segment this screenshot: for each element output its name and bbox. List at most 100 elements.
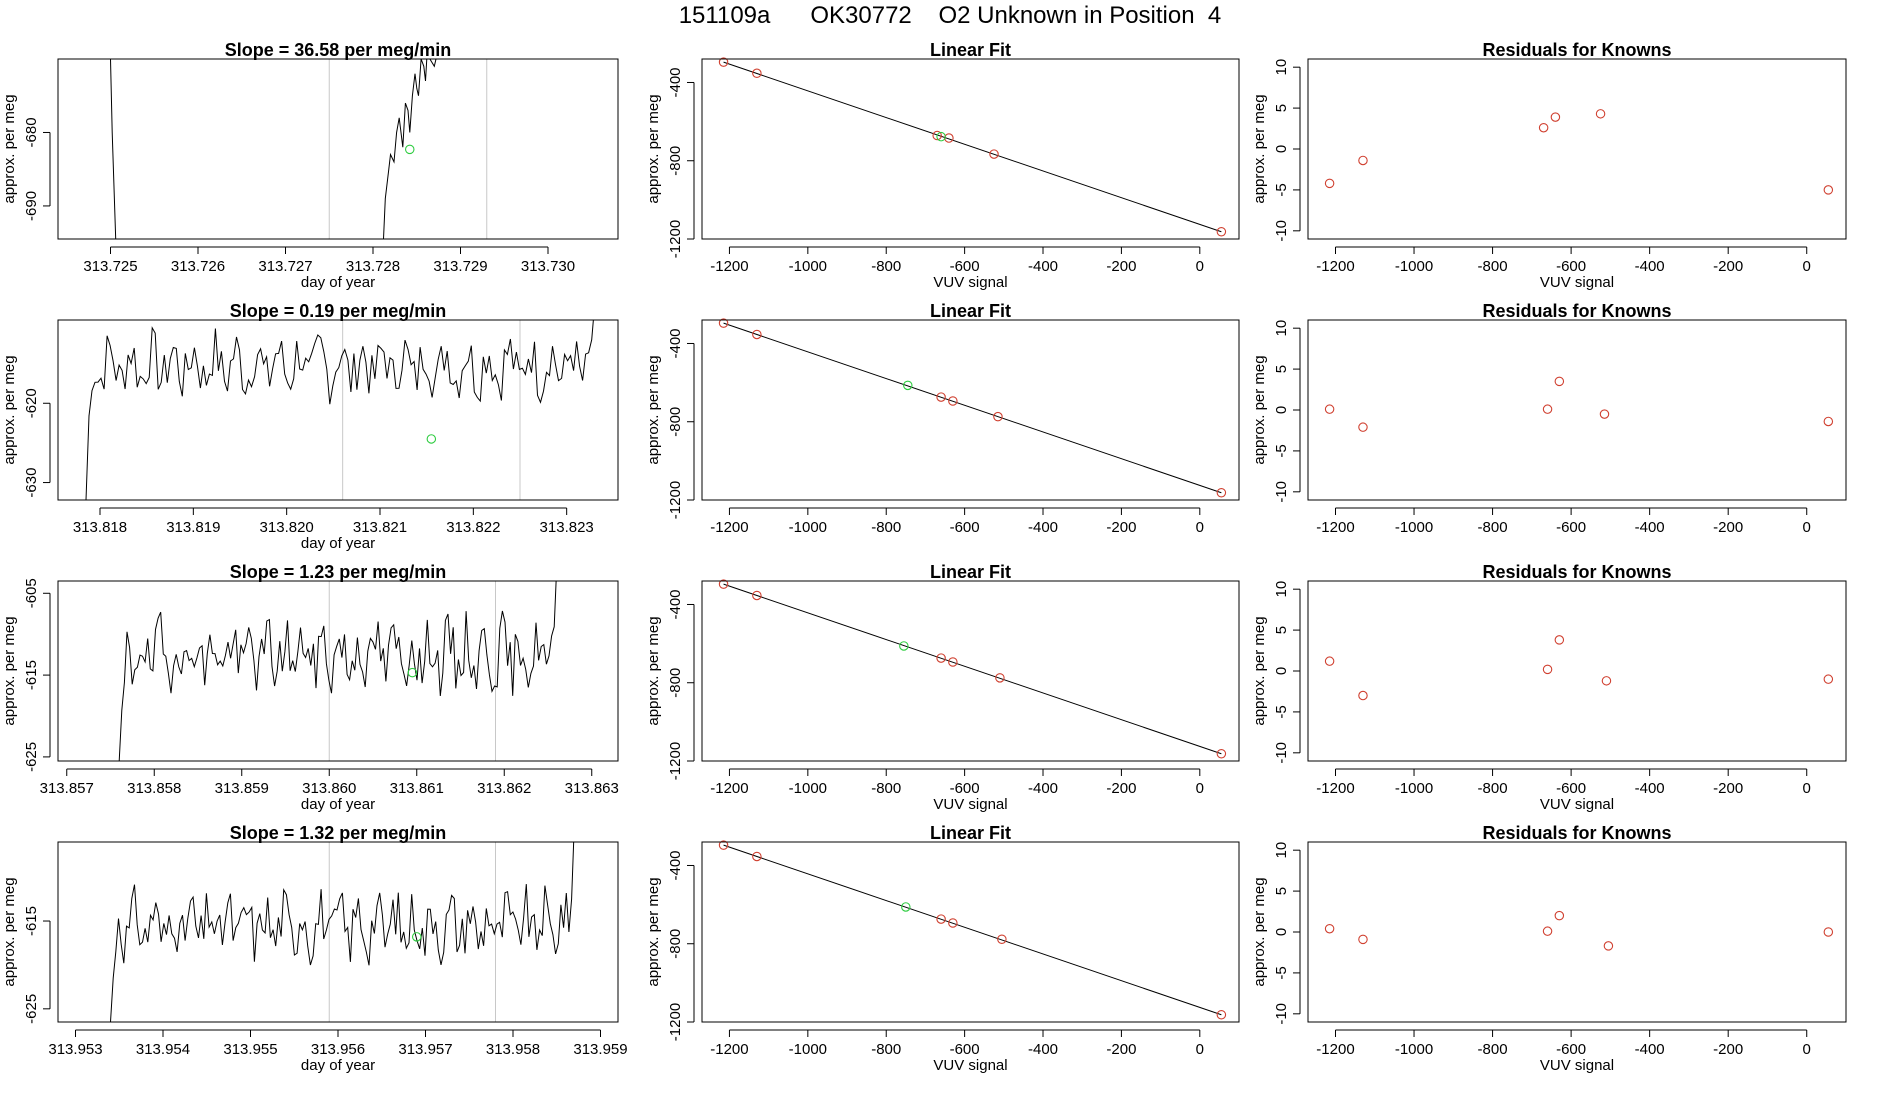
x-tick-label: 313.822: [446, 519, 500, 536]
y-tick-label: -400: [667, 850, 684, 880]
x-tick-label: -1000: [789, 519, 827, 536]
data-point: [1554, 910, 1565, 921]
y-tick-label: -680: [23, 117, 40, 147]
x-tick-label: -800: [871, 258, 901, 275]
panel-1-0: 313.818 313.819 313.820 313.821 313.822 313.8…: [1, 301, 619, 552]
panel-2-1: -1200 -1000 -800 -600 -400 -200 0 VUV signal -12…: [645, 562, 1240, 813]
y-tick-label: -620: [23, 388, 40, 418]
plot-frame: [701, 841, 1240, 1023]
data-point: [718, 318, 729, 328]
x-tick-label: -200: [1106, 519, 1136, 536]
plot-frame: [1307, 841, 1847, 1023]
data-point: [1823, 416, 1834, 427]
x-tick-label: 313.819: [166, 519, 220, 536]
unknown-point: [411, 932, 422, 942]
data-point: [1542, 664, 1553, 675]
data-point: [752, 68, 762, 79]
x-tick-label: 313.863: [565, 780, 619, 797]
plot-frame: [1307, 319, 1847, 501]
panel-0-1: -1200 -1000 -800 -600 -400 -200 0 VUV signal -12…: [645, 40, 1240, 291]
x-tick-label: 0: [1196, 1041, 1204, 1058]
unknown-point: [936, 131, 946, 142]
y-tick-label: -5: [1273, 183, 1290, 196]
y-axis-label: approx. per meg: [1, 877, 18, 986]
x-axis-label: VUV signal: [933, 274, 1007, 291]
data-point: [1595, 109, 1606, 119]
x-tick-label: 313.726: [171, 258, 225, 275]
y-tick-label: 0: [1273, 406, 1290, 414]
x-tick-label: -600: [950, 1041, 980, 1058]
data-point: [995, 673, 1005, 683]
x-tick-label: 313.728: [346, 258, 400, 275]
x-tick-label: -1000: [1395, 258, 1433, 275]
x-tick-label: -800: [871, 780, 901, 797]
y-axis-label: approx. per meg: [1251, 616, 1268, 725]
y-tick-label: -10: [1273, 742, 1290, 764]
panel-title: Slope = 1.23 per meg/min: [230, 562, 447, 582]
y-axis-label: approx. per meg: [645, 94, 662, 203]
data-point: [718, 579, 729, 589]
y-tick-label: -605: [23, 578, 40, 608]
x-tick-label: -400: [1635, 1041, 1665, 1058]
data-point: [752, 329, 762, 340]
data-point: [948, 396, 958, 406]
y-axis-label: approx. per meg: [1, 94, 18, 203]
data-point: [1358, 155, 1368, 166]
data-trace: [110, 59, 117, 239]
data-point: [1554, 376, 1565, 387]
panel-0-0: 313.725 313.726 313.727 313.728 313.729 313.7…: [1, 40, 619, 291]
data-point: [1216, 1010, 1227, 1020]
panel-title: Residuals for Knowns: [1482, 40, 1671, 60]
y-tick-label: -690: [23, 191, 40, 221]
y-tick-label: -630: [23, 468, 40, 498]
x-tick-label: -1000: [789, 780, 827, 797]
x-tick-label: 0: [1803, 519, 1811, 536]
y-tick-label: -800: [667, 668, 684, 698]
y-axis-label: approx. per meg: [1, 355, 18, 464]
x-tick-label: 313.821: [353, 519, 407, 536]
y-axis-label: approx. per meg: [645, 616, 662, 725]
data-point: [1601, 676, 1612, 686]
fit-line: [723, 61, 1222, 233]
y-tick-label: 5: [1273, 887, 1290, 895]
y-tick-label: 10: [1273, 842, 1290, 859]
plot-frame: [701, 319, 1240, 501]
data-point: [989, 149, 999, 159]
plot-frame: [701, 58, 1240, 240]
data-point: [1823, 185, 1834, 195]
x-tick-label: -1200: [710, 258, 748, 275]
plot-frame: [57, 841, 619, 1023]
y-tick-label: 10: [1273, 581, 1290, 598]
y-tick-label: -10: [1273, 481, 1290, 503]
data-point: [1324, 178, 1335, 189]
x-tick-label: 313.818: [73, 519, 127, 536]
x-tick-label: -800: [1478, 780, 1508, 797]
panel-title: Linear Fit: [930, 301, 1011, 321]
unknown-point: [899, 641, 909, 651]
x-tick-label: -1200: [710, 780, 748, 797]
y-tick-label: -1200: [667, 220, 684, 258]
y-axis-label: approx. per meg: [645, 877, 662, 986]
unknown-point: [901, 902, 911, 912]
x-tick-label: 313.858: [127, 780, 181, 797]
x-tick-label: -1000: [1395, 1041, 1433, 1058]
x-tick-label: -200: [1713, 780, 1743, 797]
y-tick-label: -5: [1273, 444, 1290, 457]
x-tick-label: 313.727: [258, 258, 312, 275]
x-tick-label: 0: [1803, 258, 1811, 275]
y-tick-label: 5: [1273, 104, 1290, 112]
x-tick-label: -800: [1478, 519, 1508, 536]
panel-0-2: -1200 -1000 -800 -600 -400 -200 0 VUV signal -10…: [1251, 40, 1847, 291]
data-point: [1542, 404, 1553, 414]
unknown-point: [903, 380, 913, 391]
data-point: [997, 934, 1007, 944]
x-tick-label: 313.725: [83, 258, 137, 275]
y-tick-label: 5: [1273, 365, 1290, 373]
x-axis-label: day of year: [301, 274, 375, 291]
plot-frame: [57, 58, 619, 240]
y-tick-label: -800: [667, 407, 684, 437]
panel-1-1: -1200 -1000 -800 -600 -400 -200 0 -1200 -800 -400…: [645, 301, 1240, 536]
y-tick-label: -400: [667, 67, 684, 97]
x-tick-label: -1200: [710, 1041, 748, 1058]
x-tick-label: -1000: [1395, 780, 1433, 797]
